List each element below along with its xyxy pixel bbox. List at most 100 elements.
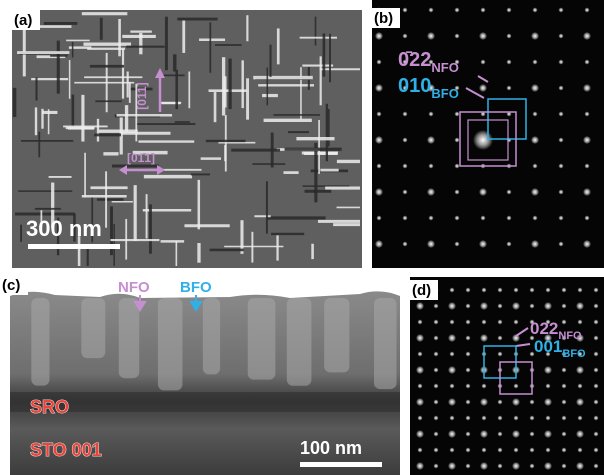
spot — [418, 448, 423, 453]
spot — [482, 320, 487, 325]
spot — [578, 416, 583, 421]
spot — [434, 464, 439, 469]
spot — [403, 112, 408, 117]
panel-label: (c) — [2, 277, 20, 294]
layer-label: SRO — [30, 397, 69, 417]
spot — [403, 242, 408, 247]
spot — [482, 384, 487, 389]
column — [203, 298, 220, 374]
spot — [585, 164, 590, 169]
panel-b: (b) 0̄22NFO 010BFO — [372, 0, 604, 268]
spot — [482, 288, 487, 293]
spot — [416, 302, 424, 310]
spot — [375, 32, 383, 40]
spot — [559, 8, 564, 13]
spot — [450, 288, 455, 293]
spot — [530, 304, 535, 309]
column — [287, 298, 312, 386]
spot — [585, 216, 590, 221]
spot — [576, 302, 584, 310]
spot — [583, 32, 591, 40]
spot — [480, 398, 488, 406]
column — [324, 298, 349, 372]
spot — [377, 216, 382, 221]
spot — [427, 240, 435, 248]
spot — [403, 8, 408, 13]
spot — [480, 334, 488, 342]
spot — [434, 400, 439, 405]
spot — [594, 336, 599, 341]
spot — [594, 400, 599, 405]
spot — [403, 190, 408, 195]
spot — [434, 336, 439, 341]
spot — [546, 384, 551, 389]
spot — [533, 112, 538, 117]
spot — [377, 112, 382, 117]
spot — [448, 462, 456, 470]
column — [81, 298, 105, 358]
spot — [434, 304, 439, 309]
spot — [466, 464, 471, 469]
spot — [479, 32, 487, 40]
spot — [578, 448, 583, 453]
spot — [594, 288, 599, 293]
column — [31, 298, 49, 386]
spot — [498, 432, 503, 437]
spot — [418, 384, 423, 389]
spot — [455, 164, 460, 169]
spot — [530, 288, 535, 293]
spot — [450, 320, 455, 325]
spot — [498, 336, 503, 341]
spot — [559, 164, 564, 169]
spot — [583, 136, 591, 144]
spot — [498, 464, 503, 469]
spot — [544, 430, 552, 438]
spot — [498, 416, 503, 421]
scale-bar-label: 100 nm — [300, 438, 362, 458]
panel-label: (d) — [412, 282, 431, 299]
spot — [434, 368, 439, 373]
spot — [585, 112, 590, 117]
column — [119, 298, 139, 378]
panel-label: (b) — [374, 10, 393, 27]
spot — [544, 366, 552, 374]
spot — [418, 352, 423, 357]
spot — [466, 288, 471, 293]
spot — [562, 304, 567, 309]
spot — [479, 188, 487, 196]
direction-label: [011] — [135, 82, 149, 109]
spot — [562, 416, 567, 421]
spot — [583, 188, 591, 196]
spot — [544, 302, 552, 310]
spot — [416, 430, 424, 438]
spot — [403, 216, 408, 221]
spot — [533, 216, 538, 221]
spot — [434, 448, 439, 453]
index: 001 — [534, 337, 562, 356]
spot — [594, 352, 599, 357]
spot — [512, 302, 520, 310]
spot — [530, 448, 535, 453]
spot — [514, 416, 519, 421]
spot — [466, 432, 471, 437]
spot — [514, 320, 519, 325]
spot — [585, 60, 590, 65]
spot — [498, 448, 503, 453]
spot — [434, 416, 439, 421]
spot — [455, 138, 460, 143]
spot — [498, 352, 503, 357]
spot — [448, 366, 456, 374]
spot — [375, 84, 383, 92]
spot — [466, 336, 471, 341]
spot — [559, 242, 564, 247]
spot — [455, 242, 460, 247]
spot — [544, 462, 552, 470]
spot — [434, 432, 439, 437]
spot — [562, 320, 567, 325]
spot — [481, 60, 486, 65]
column — [158, 298, 183, 390]
spot — [466, 400, 471, 405]
spot — [512, 462, 520, 470]
spot — [418, 320, 423, 325]
spot — [466, 416, 471, 421]
